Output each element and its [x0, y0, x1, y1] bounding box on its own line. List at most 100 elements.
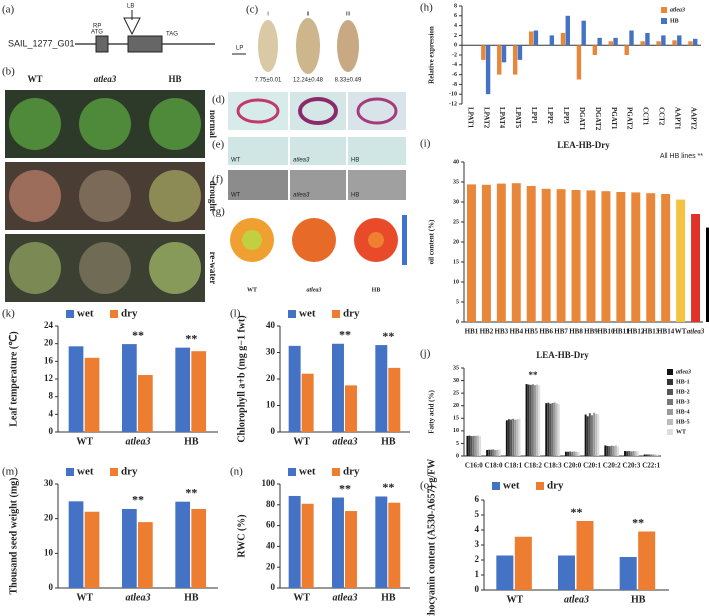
chart-title: LEA-HB-Dry [557, 140, 610, 150]
plants [9, 98, 201, 150]
bar [588, 413, 591, 456]
legend-label: wet [299, 466, 316, 478]
y-axis-label: Leaf temperature (℃) [8, 331, 19, 426]
bar [612, 445, 615, 456]
seed [337, 20, 359, 72]
bar [645, 32, 650, 46]
bar [656, 454, 659, 456]
bar [512, 418, 515, 456]
bar [477, 435, 479, 456]
x-tick-label: HB4 [509, 328, 523, 336]
y-tick-label: 20 [453, 239, 459, 245]
y-tick-label: 30 [453, 199, 459, 205]
bar [645, 454, 648, 456]
x-tick-label: C20:1 [583, 462, 601, 470]
x-tick-label: WT [675, 328, 687, 336]
x-tick-label: C20:3 [623, 462, 641, 470]
y-tick-label: 0 [271, 582, 276, 592]
stain [298, 97, 338, 125]
bar [693, 38, 698, 46]
bar [555, 403, 558, 456]
x-tick-label: HB8 [569, 328, 583, 336]
y-tick-label: 20 [266, 561, 276, 571]
bar [517, 45, 523, 60]
bar [640, 41, 645, 46]
annotation: ** [185, 485, 197, 499]
panel-label: (n) [230, 466, 243, 478]
legend-label: HB [670, 18, 679, 24]
legend-swatch [667, 369, 673, 375]
bar [525, 384, 528, 456]
bar [643, 454, 646, 456]
x-tick-label: HB12 [627, 328, 645, 336]
legend-label: WT [676, 429, 686, 435]
seed-label: i [267, 12, 268, 18]
stain [356, 97, 398, 125]
x-tick-label: DGAT1 [578, 107, 586, 131]
x-tick-label: HB6 [539, 328, 553, 336]
legend-label: HB-1 [676, 379, 690, 385]
y-axis-label: Thousand seed weight (mg) [8, 478, 19, 595]
seed-panel: (c) i ii iii 7.75±0.01 12.24±0.48 8.33±0… [246, 4, 362, 84]
bar [677, 35, 682, 46]
bar [584, 414, 587, 456]
panel-label: (j) [420, 348, 431, 360]
x-tick-label: HB5 [524, 328, 538, 336]
bar [490, 449, 493, 456]
row-label: normal [208, 110, 218, 138]
bar [512, 45, 518, 75]
bar [122, 508, 137, 588]
bar [534, 385, 536, 456]
y-tick-label: 30 [266, 347, 276, 357]
bar [497, 45, 502, 75]
lp-label: LP [236, 46, 243, 52]
y-tick-label: -4 [452, 62, 457, 68]
bar [565, 15, 570, 46]
bar [573, 451, 576, 456]
legend-swatch [66, 468, 74, 476]
plants [9, 170, 201, 222]
x-tick-label: HB7 [554, 328, 568, 336]
micrograph [290, 170, 346, 200]
bar [630, 451, 633, 456]
seed-label: ii [307, 12, 310, 18]
bar [592, 45, 598, 55]
bar [564, 451, 567, 456]
x-tick-label: CCT1 [642, 107, 650, 126]
annotation: ** [185, 331, 197, 345]
bar [288, 345, 301, 432]
annotation: ** [528, 370, 538, 380]
y-tick-label: 2 [454, 33, 457, 39]
bar [301, 503, 314, 588]
annotation: ** [132, 328, 144, 342]
bar [485, 45, 491, 95]
bar [616, 192, 626, 322]
rp-label: RP [93, 24, 101, 30]
y-tick-label: 6 [475, 494, 480, 504]
bar [511, 183, 521, 322]
y-tick-label: 16 [44, 355, 54, 365]
y-tick-label: 0 [49, 426, 54, 436]
bar [526, 186, 536, 322]
bar [560, 32, 566, 46]
panel-label: (b) [2, 66, 15, 78]
bar [676, 199, 686, 322]
x-tick-label: atlea3 [333, 592, 358, 603]
bar [466, 184, 476, 322]
legend-label: wet [503, 480, 520, 492]
exon [127, 35, 163, 53]
bar [68, 346, 84, 432]
bar [586, 416, 589, 456]
x-tick-label: AAPT1 [673, 107, 681, 130]
bar [571, 451, 574, 456]
bar [553, 402, 556, 456]
legend-swatch [288, 310, 296, 318]
x-tick-label: LPP3 [562, 107, 570, 124]
bar [597, 414, 600, 456]
bar [549, 403, 552, 456]
bar [597, 37, 602, 46]
micrograph [228, 137, 288, 165]
x-tick-label: atlea3 [687, 328, 705, 336]
x-tick-label: HB13 [642, 328, 660, 336]
y-tick-label: 5 [456, 299, 459, 305]
